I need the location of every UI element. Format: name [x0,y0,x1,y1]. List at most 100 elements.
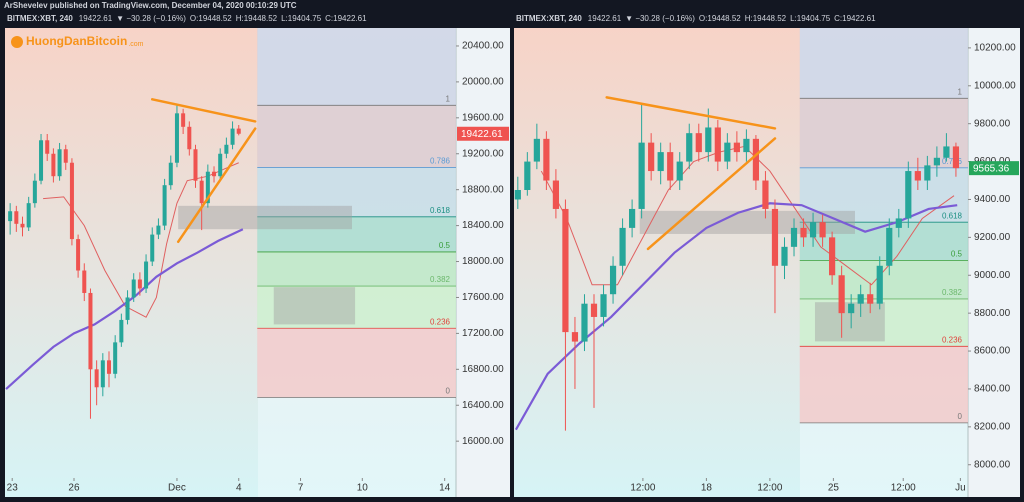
candle-body [790,227,798,247]
y-tick-label: 16800.00 [462,364,504,375]
fib-level-label: 0.382 [430,275,451,284]
candle-body [144,261,149,289]
plot-area: 1 0.786 0.618 0.5 0.382 0.236 0 [5,28,456,419]
candle-body [181,113,186,127]
candle-body [174,113,179,163]
candle-body [106,360,112,374]
candle-body [69,162,74,240]
ohlc-value: 19422.61 [588,14,622,23]
ohlc-value: ▼ −30.28 (−0.16%) [625,14,695,23]
x-tick-label: 10 [357,483,369,494]
ohlc-value: ▼ −30.28 (−0.16%) [116,14,186,23]
candle-body [724,142,731,162]
candle-body [533,138,540,162]
y-tick-label: 8600.00 [974,346,1011,357]
chart-header-bg [514,11,1020,28]
candle-body [45,140,50,154]
candle-body [600,294,607,317]
fib-band [257,328,456,398]
candle-body [119,319,124,343]
y-tick-label: 20000.00 [462,77,504,88]
candle-body [743,138,750,153]
fib-band [257,286,456,329]
fib-level-label: 1 [446,94,451,103]
candle-body [552,180,560,209]
y-tick-label: 18400.00 [462,220,504,231]
y-tick-label: 9200.00 [974,232,1011,243]
ohlc-value: H:19448.52 [236,14,278,23]
candle-body [629,208,636,228]
y-tick-label: 20400.00 [462,41,504,52]
fib-level-label: 0.236 [430,317,451,326]
y-tick-label: 8000.00 [974,459,1011,470]
candle-body [733,142,740,153]
x-tick-label: Ju [955,483,966,494]
ohlc-value: 19422.61 [79,14,113,23]
fib-band [257,167,456,217]
candle-body [150,234,155,262]
y-tick-label: 10000.00 [974,80,1016,91]
y-tick-label: 10200.00 [974,43,1016,54]
candle-body [82,270,87,293]
y-tick-label: 18000.00 [462,256,504,267]
fib-band [257,251,456,287]
x-tick-label: 12:00 [891,483,916,494]
fib-band [257,28,456,106]
last-price-box [969,161,1019,176]
symbol: BITMEX:XBT, 240 [516,14,582,23]
ohlc-value: L:19404.75 [281,14,322,23]
session-bg [5,28,258,497]
candle-body [933,157,940,166]
candle-body [32,180,37,204]
fib-band [799,98,968,168]
candle-body [619,227,626,266]
ohlc-value: O:19448.52 [699,14,741,23]
x-tick-label: 12:00 [630,483,655,494]
fib-level-label: 0.5 [951,250,963,259]
x-tick-label: 25 [828,483,840,494]
candle-body [638,142,645,209]
fib-band [799,260,968,299]
zone [178,205,353,230]
candle-body [131,279,136,298]
candle-body [876,265,883,304]
candle-body [752,138,760,181]
candle-body [886,227,893,266]
candle-body [51,153,56,177]
fib-level-label: 0.382 [942,288,963,297]
candle-body [39,140,44,181]
last-price-label: 19422.61 [461,129,503,140]
candle-body [20,223,25,228]
candle-body [212,171,217,177]
logo-icon [11,36,23,48]
x-tick-label: 4 [236,483,242,494]
candle-body [230,128,235,145]
price-axis-bg [456,28,510,497]
x-tick-label: 26 [68,483,80,494]
candle-body [224,144,229,154]
price-axis-bg [968,28,1020,497]
x-tick-label: Dec [168,483,186,494]
y-tick-label: 8400.00 [974,384,1011,395]
candle-body [667,152,674,181]
candle-body [924,165,931,181]
x-tick-label: 14 [439,483,451,494]
ohlc-value: C:19422.61 [325,14,367,23]
candle-body [648,142,655,172]
candle-body [762,180,769,209]
candle-body [857,294,864,304]
candle-body [809,222,817,238]
logo-suffix: .com [128,41,143,48]
candle-body [162,185,167,226]
candle-body [100,360,105,388]
candle-body [609,265,617,295]
candle-body [695,133,702,153]
candle-body [8,211,13,222]
candle-body [193,149,198,181]
candle-body [867,294,874,304]
fib-level-label: 1 [958,87,963,96]
y-tick-label: 17200.00 [462,328,504,339]
candle-body [895,218,902,228]
session-bg [514,28,800,497]
